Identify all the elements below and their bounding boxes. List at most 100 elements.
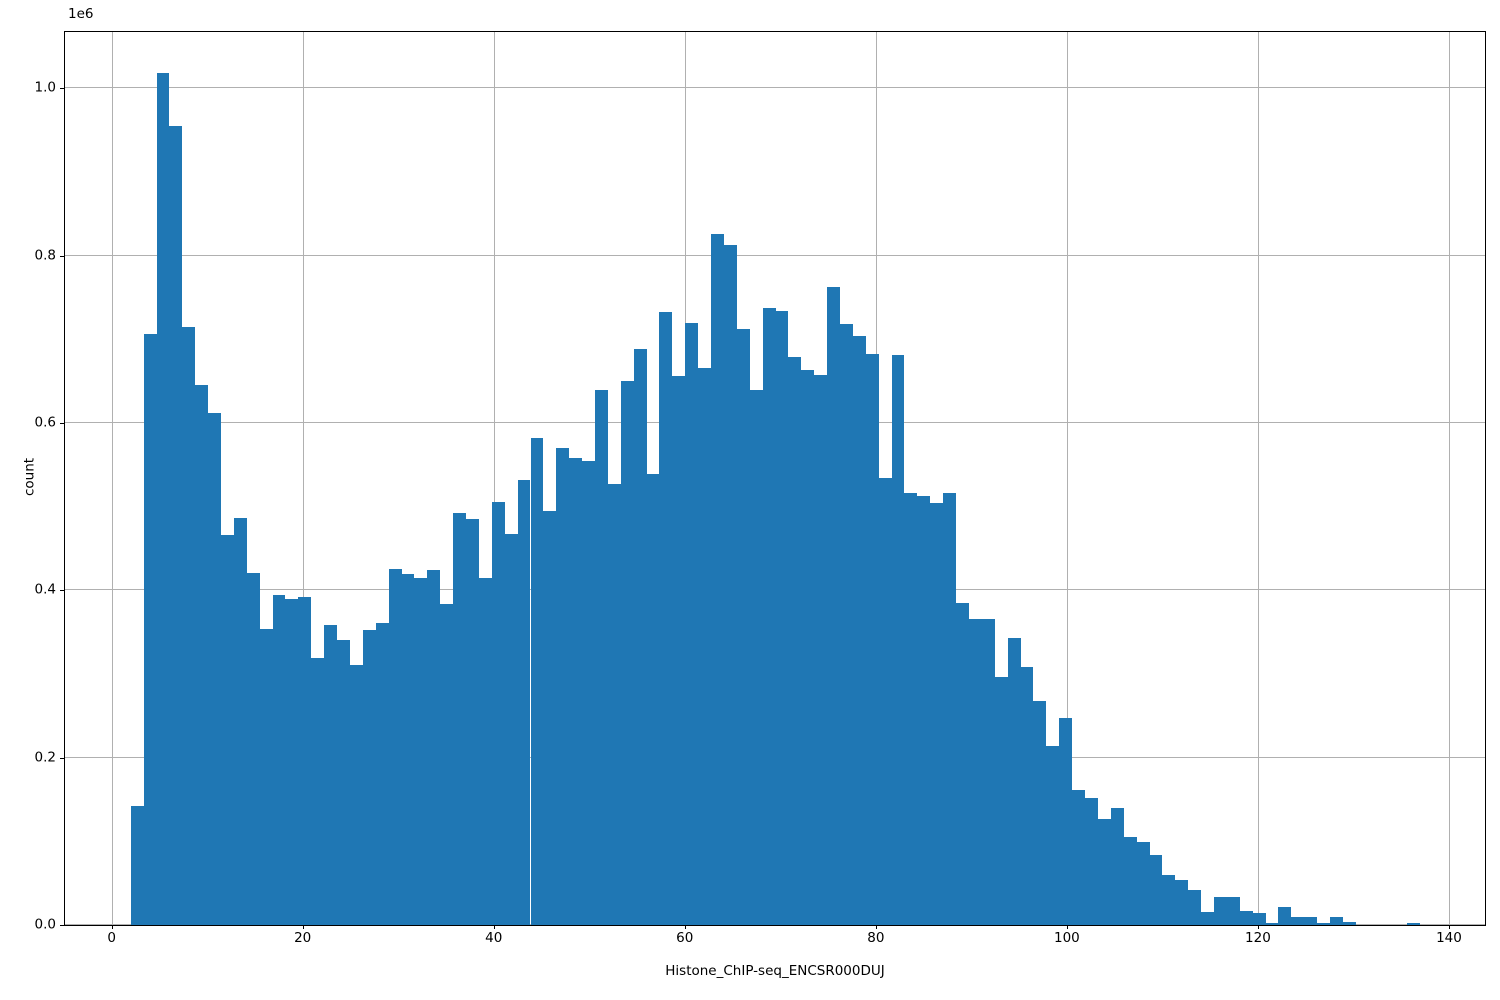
y-tick-mark bbox=[60, 757, 64, 759]
x-gridline bbox=[1257, 32, 1259, 925]
histogram-bar bbox=[259, 628, 273, 925]
x-gridline bbox=[111, 32, 113, 925]
histogram-bar bbox=[711, 234, 724, 925]
histogram-bar bbox=[878, 478, 892, 925]
histogram-bar bbox=[1020, 666, 1034, 925]
histogram-bar bbox=[491, 501, 505, 925]
histogram-bar bbox=[298, 597, 312, 925]
histogram-bar bbox=[917, 495, 931, 925]
y-tick-mark bbox=[60, 255, 64, 257]
histogram-bar bbox=[994, 676, 1008, 925]
histogram-bar bbox=[543, 510, 557, 925]
histogram-bar bbox=[1407, 922, 1421, 925]
histogram-bar bbox=[337, 639, 350, 925]
histogram-bar bbox=[749, 389, 763, 925]
histogram-bar bbox=[220, 535, 234, 925]
histogram-bar bbox=[388, 569, 402, 925]
histogram-bar bbox=[930, 502, 944, 925]
x-gridline bbox=[302, 32, 304, 925]
histogram-bar bbox=[981, 618, 995, 925]
histogram-bar bbox=[1149, 854, 1163, 925]
x-tick-mark bbox=[302, 925, 304, 929]
x-gridline bbox=[493, 32, 495, 925]
histogram-bar bbox=[968, 618, 982, 925]
histogram-bar bbox=[1330, 917, 1343, 925]
histogram-bar bbox=[556, 448, 570, 925]
x-tick-mark bbox=[1448, 925, 1450, 929]
histogram-bar bbox=[582, 460, 595, 925]
histogram-bar bbox=[401, 573, 415, 925]
histogram-bar bbox=[1007, 638, 1021, 925]
histogram-bar bbox=[1278, 907, 1292, 925]
histogram-bar bbox=[801, 369, 815, 925]
x-tick-label: 140 bbox=[1436, 930, 1462, 946]
histogram-bar bbox=[285, 598, 299, 925]
histogram-bar bbox=[1342, 921, 1356, 925]
y-axis-offset-text: 1e6 bbox=[68, 6, 94, 22]
x-gridline bbox=[1066, 32, 1068, 925]
histogram-bar bbox=[1188, 889, 1202, 925]
histogram-bar bbox=[1317, 922, 1331, 925]
histogram-bar bbox=[349, 664, 363, 925]
histogram-bar bbox=[1226, 896, 1240, 925]
histogram-bar bbox=[891, 355, 905, 925]
y-tick-mark bbox=[60, 423, 64, 425]
histogram-bar bbox=[814, 374, 828, 925]
histogram-bar bbox=[633, 349, 647, 925]
x-tick-label: 40 bbox=[485, 930, 503, 946]
histogram-bar bbox=[723, 244, 737, 925]
x-gridline bbox=[1448, 32, 1450, 925]
x-tick-label: 20 bbox=[294, 930, 312, 946]
histogram-bar bbox=[607, 484, 621, 925]
plot-area: 1e6 Histone_ChIP-seq_ENCSR000DUJ 0 20 40 60… bbox=[35, 7, 1486, 978]
histogram-bar bbox=[453, 512, 466, 925]
y-tick-mark bbox=[60, 88, 64, 90]
histogram-bar bbox=[1304, 916, 1318, 925]
histogram-bar bbox=[375, 623, 389, 925]
histogram-bar bbox=[272, 594, 286, 925]
y-gridline bbox=[65, 87, 1485, 89]
x-tick-mark bbox=[1257, 925, 1259, 929]
histogram-bar bbox=[736, 329, 750, 925]
histogram-bar bbox=[827, 286, 840, 925]
x-tick-mark bbox=[493, 925, 495, 929]
x-tick-label: 80 bbox=[867, 930, 885, 946]
histogram-bar bbox=[1291, 916, 1305, 925]
histogram-bar bbox=[195, 385, 209, 925]
histogram-bar bbox=[504, 534, 518, 925]
y-tick-mark bbox=[60, 590, 64, 592]
histogram-bar bbox=[1033, 700, 1047, 925]
histogram-bar bbox=[311, 658, 325, 925]
histogram-bar bbox=[530, 438, 544, 925]
histogram-bar bbox=[1162, 874, 1176, 925]
histogram-bar bbox=[594, 389, 608, 925]
histogram-bar bbox=[1175, 879, 1189, 925]
x-tick-label: 60 bbox=[676, 930, 694, 946]
x-tick-mark bbox=[111, 925, 113, 929]
histogram-bar bbox=[246, 572, 260, 925]
histogram-bar bbox=[182, 326, 196, 925]
histogram-bar bbox=[762, 307, 776, 925]
histogram-bar bbox=[208, 413, 221, 925]
histogram-bar bbox=[956, 602, 969, 925]
y-tick-label: 0.4 bbox=[34, 581, 56, 598]
histogram-bar bbox=[672, 376, 686, 925]
histogram-bar bbox=[466, 519, 479, 925]
x-tick-label: 0 bbox=[107, 930, 116, 946]
y-axis-label: count bbox=[21, 457, 38, 497]
y-tick-label: 0.0 bbox=[34, 916, 56, 933]
histogram-bar bbox=[698, 367, 712, 925]
histogram-bar bbox=[1201, 912, 1214, 925]
x-tick-mark bbox=[684, 925, 686, 929]
histogram-bar bbox=[1097, 818, 1111, 925]
histogram-bar bbox=[517, 479, 531, 925]
x-tick-label: 100 bbox=[1053, 930, 1080, 946]
histogram-bar bbox=[840, 323, 853, 925]
histogram-bar bbox=[1265, 922, 1279, 925]
y-gridline bbox=[65, 254, 1485, 256]
histogram-bar bbox=[569, 458, 583, 925]
histogram-bar bbox=[478, 577, 492, 925]
histogram-bar bbox=[1123, 837, 1137, 925]
histogram-bar bbox=[775, 310, 789, 925]
